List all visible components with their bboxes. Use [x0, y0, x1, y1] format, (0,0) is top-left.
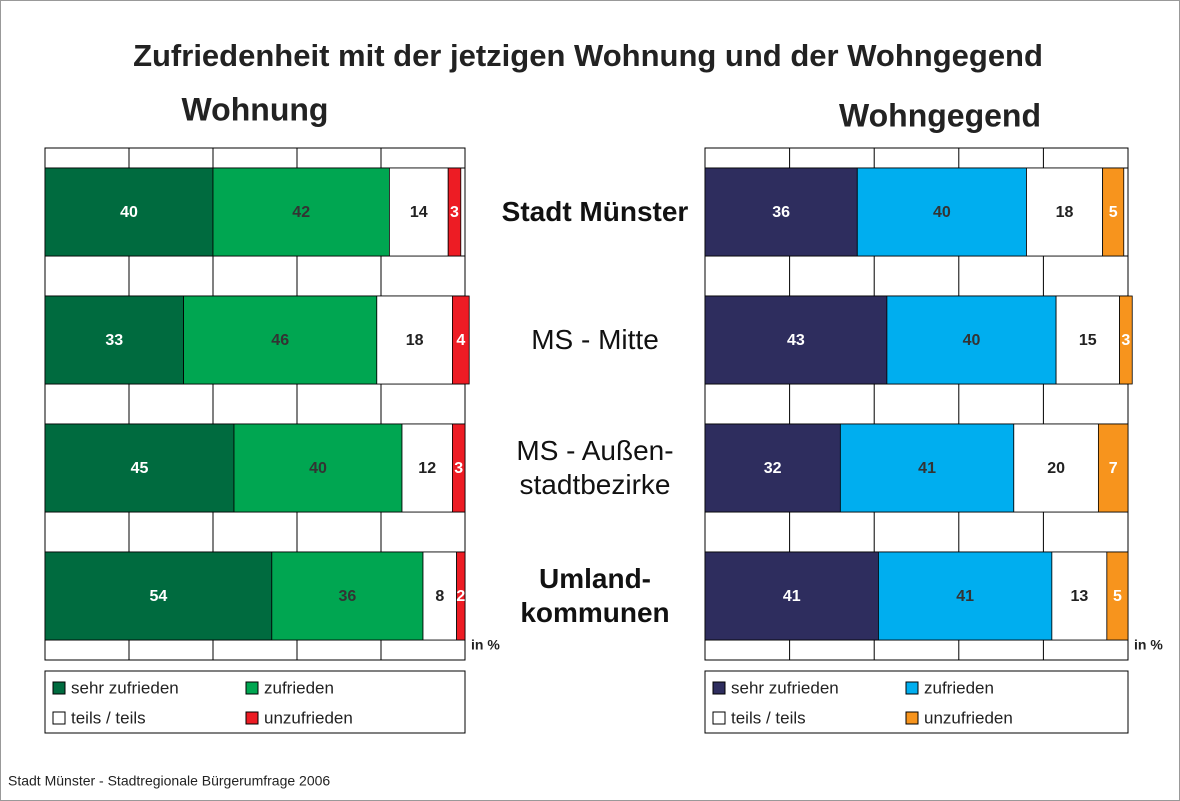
- unit-label: in %: [471, 637, 500, 653]
- category-label: MS - Außen- stadtbezirke: [516, 435, 674, 500]
- bar-segment: [451, 295, 470, 385]
- bar-segment: [376, 295, 453, 385]
- source-note: Stadt Münster - Stadtregionale Bürgerumf…: [8, 773, 330, 789]
- bar-segment: [447, 167, 462, 257]
- bar-segment: [856, 167, 1027, 257]
- data-label: 36: [772, 204, 790, 221]
- legend-swatch: [245, 711, 259, 725]
- category-label: MS - Mitte: [531, 324, 659, 355]
- category-label: Umland- kommunen: [520, 563, 670, 628]
- data-label: 3: [1121, 332, 1130, 349]
- legend-swatch: [52, 711, 66, 725]
- bar-segment: [233, 423, 403, 513]
- category-label: Stadt Münster: [501, 196, 689, 227]
- data-label: 3: [450, 204, 459, 221]
- data-label: 41: [918, 460, 936, 477]
- data-label: 20: [1047, 460, 1065, 477]
- data-label: 42: [292, 204, 310, 221]
- bar-segment: [212, 167, 390, 257]
- bar-segment: [451, 423, 466, 513]
- main-title: Zufriedenheit mit der jetzigen Wohnung u…: [133, 38, 1043, 73]
- bar-segment: [44, 551, 273, 641]
- legend-label: zufrieden: [264, 678, 334, 697]
- legend-swatch: [712, 681, 726, 695]
- bar-segment: [422, 551, 457, 641]
- bar-segment: [271, 551, 424, 641]
- bar-segment: [1119, 295, 1133, 385]
- data-label: 43: [787, 332, 805, 349]
- bar-segment: [1026, 167, 1104, 257]
- data-label: 2: [456, 588, 465, 605]
- data-label: 18: [406, 332, 424, 349]
- legend-label: zufrieden: [924, 678, 994, 697]
- data-label: 54: [150, 588, 168, 605]
- bar-segment: [704, 551, 879, 641]
- data-label: 5: [1113, 588, 1122, 605]
- unit-label: in %: [1134, 637, 1163, 653]
- bar-segment: [44, 423, 235, 513]
- bar-segment: [44, 295, 185, 385]
- legend-label: unzufrieden: [924, 708, 1013, 727]
- data-label: 12: [418, 460, 436, 477]
- data-label: 4: [456, 332, 465, 349]
- data-label: 40: [309, 460, 327, 477]
- bar-segment: [456, 551, 466, 641]
- legend-label: teils / teils: [71, 708, 146, 727]
- bar-segment: [1102, 167, 1125, 257]
- data-label: 33: [105, 332, 123, 349]
- bar-segment: [44, 167, 214, 257]
- legend-swatch: [52, 681, 66, 695]
- bar-segment: [183, 295, 378, 385]
- data-label: 3: [454, 460, 463, 477]
- legend-label: unzufrieden: [264, 708, 353, 727]
- legend-swatch: [712, 711, 726, 725]
- data-label: 8: [435, 588, 444, 605]
- bar-segment: [886, 295, 1057, 385]
- legend-label: teils / teils: [731, 708, 806, 727]
- legend-label: sehr zufrieden: [71, 678, 179, 697]
- bar-segment: [839, 423, 1015, 513]
- bar-segment: [704, 295, 888, 385]
- legend-swatch: [905, 681, 919, 695]
- data-label: 5: [1109, 204, 1118, 221]
- legend-label: sehr zufrieden: [731, 678, 839, 697]
- data-label: 40: [120, 204, 138, 221]
- data-label: 32: [764, 460, 782, 477]
- data-label: 41: [956, 588, 974, 605]
- legend-swatch: [245, 681, 259, 695]
- legend-swatch: [905, 711, 919, 725]
- data-label: 36: [339, 588, 357, 605]
- bar-segment: [1097, 423, 1129, 513]
- data-label: 40: [933, 204, 951, 221]
- bar-segment: [401, 423, 453, 513]
- chart-title: Wohngegend: [839, 97, 1041, 133]
- data-label: 13: [1070, 588, 1088, 605]
- bar-segment: [704, 167, 858, 257]
- bar-segment: [878, 551, 1053, 641]
- bar-segment: [1106, 551, 1129, 641]
- chart-title: Wohnung: [182, 91, 329, 127]
- bar-segment: [388, 167, 449, 257]
- data-label: 15: [1079, 332, 1097, 349]
- data-label: 14: [410, 204, 428, 221]
- data-label: 18: [1056, 204, 1074, 221]
- data-label: 45: [131, 460, 149, 477]
- data-label: 41: [783, 588, 801, 605]
- data-label: 7: [1109, 460, 1118, 477]
- bar-segment: [1051, 551, 1108, 641]
- data-label: 40: [963, 332, 981, 349]
- data-label: 46: [271, 332, 289, 349]
